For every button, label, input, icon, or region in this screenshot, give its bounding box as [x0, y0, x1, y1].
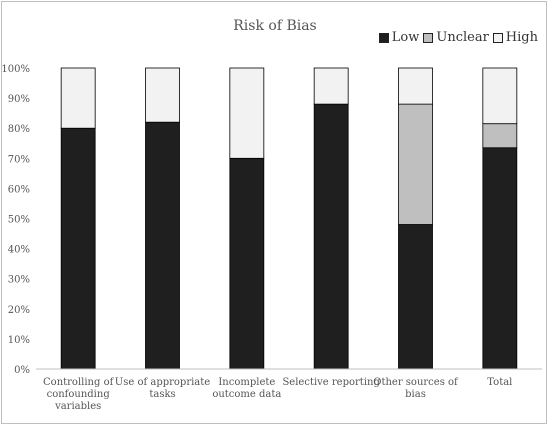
x-category-label: Other sources of bias: [373, 377, 459, 400]
y-tick-label: 70%: [8, 154, 30, 165]
legend-label-low: Low: [391, 30, 420, 45]
y-tick-label: 30%: [8, 275, 30, 286]
legend-item-high: High: [492, 30, 538, 45]
bar-segment-high-3: [313, 67, 349, 105]
legend-swatch-unclear: [423, 32, 434, 43]
bar-segment-low-1: [145, 121, 180, 370]
bar-segment-unclear-4: [398, 103, 433, 225]
bar-segment-high-4: [398, 67, 433, 105]
y-tick-label: 60%: [8, 184, 30, 195]
y-tick-label: 50%: [8, 215, 30, 226]
bar-segment-low-2: [229, 157, 265, 370]
y-tick-label: 90%: [8, 94, 30, 105]
bar-segment-unclear-5: [482, 123, 518, 149]
legend-item-unclear: Unclear: [423, 30, 489, 45]
bar-segment-high-5: [482, 67, 518, 125]
bar-segment-low-4: [398, 224, 433, 370]
x-category-label: Incomplete outcome data: [212, 377, 281, 400]
y-tick-label: 10%: [8, 335, 30, 346]
legend-label-unclear: Unclear: [436, 30, 489, 45]
bar-segment-low-3: [313, 103, 349, 370]
y-tick-label: 100%: [1, 64, 30, 75]
x-category-label: Selective reporting: [282, 377, 380, 388]
bar-segment-high-2: [229, 67, 265, 159]
chart-title: Risk of Bias: [233, 18, 317, 34]
x-category-label: Use of appropriate tasks: [115, 377, 210, 400]
x-category-label: Controlling of confounding variables: [43, 377, 115, 412]
legend-item-low: Low: [378, 30, 420, 45]
y-tick-label: 20%: [8, 305, 30, 316]
y-tick-label: 0%: [14, 365, 30, 376]
y-tick-label: 80%: [8, 124, 30, 135]
bar-segment-high-0: [60, 67, 96, 129]
bar-segment-high-1: [145, 67, 180, 123]
x-category-label: Total: [487, 377, 512, 388]
bar-segment-low-0: [60, 127, 96, 370]
y-tick-label: 40%: [8, 245, 30, 256]
bar-segment-low-5: [482, 147, 518, 370]
legend-swatch-low: [378, 32, 389, 43]
legend-label-high: High: [505, 30, 538, 45]
legend-swatch-high: [492, 32, 503, 43]
chart-legend: Low Unclear High: [375, 30, 538, 45]
